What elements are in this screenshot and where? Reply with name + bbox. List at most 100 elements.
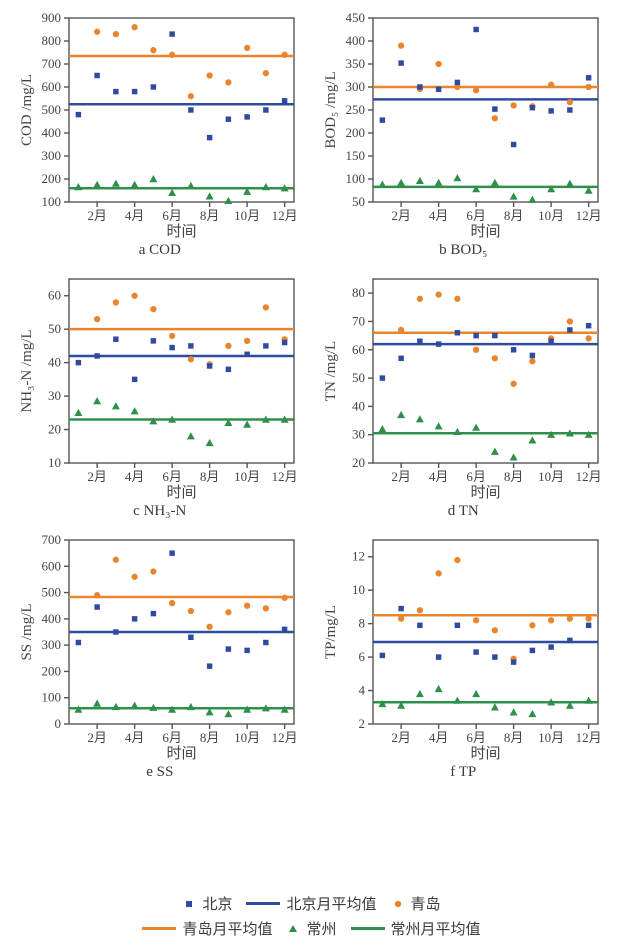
- svg-text:6月: 6月: [163, 208, 183, 223]
- legend-label: 北京月平均值: [286, 893, 376, 914]
- svg-text:400: 400: [42, 125, 62, 140]
- svg-text:12月: 12月: [575, 730, 601, 745]
- legend-changzhou-marker: 常州: [286, 918, 336, 939]
- legend-label: 青岛: [411, 893, 441, 914]
- panel-subtitle: c NH₃-N: [133, 503, 186, 520]
- svg-text:500: 500: [42, 585, 62, 600]
- svg-text:12月: 12月: [272, 469, 298, 484]
- svg-text:4月: 4月: [125, 730, 145, 745]
- svg-text:8月: 8月: [200, 730, 220, 745]
- svg-text:600: 600: [42, 558, 62, 573]
- svg-text:4月: 4月: [429, 208, 449, 223]
- chart-svg: 246810122月4月6月8月10月12月TP/mg/L时间: [321, 532, 606, 762]
- svg-text:8: 8: [358, 616, 365, 631]
- svg-text:8月: 8月: [504, 208, 524, 223]
- legend-qingdao-marker: 青岛: [391, 893, 441, 914]
- svg-text:60: 60: [48, 288, 61, 303]
- svg-text:6月: 6月: [466, 208, 486, 223]
- chart-panel-cod: 1002003004005006007008009002月4月6月8月10月12…: [10, 10, 310, 259]
- svg-text:500: 500: [42, 102, 62, 117]
- svg-text:6: 6: [358, 649, 365, 664]
- svg-text:时间: 时间: [167, 223, 197, 240]
- chart-panel-ss: 01002003004005006007002月4月6月8月10月12月SS /…: [10, 532, 310, 781]
- svg-text:600: 600: [42, 79, 62, 94]
- svg-text:BOD₅ /mg/L: BOD₅ /mg/L: [323, 71, 339, 148]
- svg-text:20: 20: [352, 455, 365, 470]
- svg-text:450: 450: [345, 10, 365, 25]
- svg-text:6月: 6月: [163, 730, 183, 745]
- svg-text:300: 300: [42, 148, 62, 163]
- svg-text:TP/mg/L: TP/mg/L: [323, 605, 339, 659]
- svg-text:12月: 12月: [272, 730, 298, 745]
- svg-text:COD /mg/L: COD /mg/L: [19, 74, 35, 146]
- svg-text:300: 300: [42, 637, 62, 652]
- legend-changzhou-line: 常州月平均值: [351, 918, 481, 939]
- svg-text:时间: 时间: [470, 745, 500, 762]
- svg-text:8月: 8月: [504, 730, 524, 745]
- svg-text:150: 150: [345, 148, 365, 163]
- svg-text:TN /mg/L: TN /mg/L: [323, 341, 339, 401]
- svg-text:10: 10: [352, 582, 365, 597]
- chart-panel-tn: 203040506070802月4月6月8月10月12月TN /mg/L时间d …: [314, 271, 614, 520]
- svg-text:4月: 4月: [429, 469, 449, 484]
- legend-label: 常州月平均值: [391, 918, 481, 939]
- svg-text:2月: 2月: [391, 208, 411, 223]
- chart-panel-bod5: 501001502002503003504004502月4月6月8月10月12月…: [314, 10, 614, 259]
- svg-text:时间: 时间: [470, 223, 500, 240]
- legend-row-2: 青岛月平均值 常州 常州月平均值: [142, 918, 480, 939]
- svg-text:30: 30: [352, 427, 365, 442]
- svg-text:2月: 2月: [88, 208, 108, 223]
- chart-svg: 01002003004005006007002月4月6月8月10月12月SS /…: [17, 532, 302, 762]
- svg-text:10月: 10月: [538, 469, 564, 484]
- svg-text:2月: 2月: [391, 730, 411, 745]
- chart-panel-tp: 246810122月4月6月8月10月12月TP/mg/L时间f TP: [314, 532, 614, 781]
- svg-text:4月: 4月: [125, 208, 145, 223]
- svg-text:700: 700: [42, 56, 62, 71]
- svg-text:800: 800: [42, 33, 62, 48]
- chart-svg: 1020304050602月4月6月8月10月12月NH₃-N /mg/L时间: [17, 271, 302, 501]
- svg-text:2月: 2月: [391, 469, 411, 484]
- svg-text:10: 10: [48, 455, 61, 470]
- svg-text:10月: 10月: [234, 469, 260, 484]
- svg-text:30: 30: [48, 388, 61, 403]
- svg-text:12月: 12月: [575, 208, 601, 223]
- svg-text:2月: 2月: [88, 469, 108, 484]
- chart-svg: 203040506070802月4月6月8月10月12月TN /mg/L时间: [321, 271, 606, 501]
- svg-text:时间: 时间: [470, 484, 500, 501]
- svg-text:100: 100: [42, 690, 62, 705]
- svg-text:250: 250: [345, 102, 365, 117]
- svg-text:12: 12: [352, 549, 365, 564]
- svg-text:时间: 时间: [167, 484, 197, 501]
- svg-text:NH₃-N /mg/L: NH₃-N /mg/L: [19, 329, 35, 412]
- svg-text:SS /mg/L: SS /mg/L: [19, 603, 35, 660]
- svg-text:40: 40: [48, 355, 61, 370]
- svg-text:200: 200: [345, 125, 365, 140]
- svg-text:10月: 10月: [538, 730, 564, 745]
- svg-text:60: 60: [352, 342, 365, 357]
- svg-text:700: 700: [42, 532, 62, 547]
- chart-svg: 501001502002503003504004502月4月6月8月10月12月…: [321, 10, 606, 240]
- panel-subtitle: a COD: [139, 242, 181, 259]
- svg-text:10月: 10月: [538, 208, 564, 223]
- svg-text:8月: 8月: [200, 469, 220, 484]
- svg-text:20: 20: [48, 422, 61, 437]
- svg-text:100: 100: [42, 194, 62, 209]
- svg-text:400: 400: [42, 611, 62, 626]
- panel-subtitle: e SS: [146, 764, 173, 781]
- svg-text:0: 0: [55, 716, 62, 731]
- chart-svg: 1002003004005006007008009002月4月6月8月10月12…: [17, 10, 302, 240]
- svg-text:900: 900: [42, 10, 62, 25]
- legend-beijing-line: 北京月平均值: [246, 893, 376, 914]
- svg-text:300: 300: [345, 79, 365, 94]
- svg-text:2月: 2月: [88, 730, 108, 745]
- svg-text:70: 70: [352, 313, 365, 328]
- svg-text:时间: 时间: [167, 745, 197, 762]
- svg-text:200: 200: [42, 171, 62, 186]
- chart-panel-nh3n: 1020304050602月4月6月8月10月12月NH₃-N /mg/L时间c…: [10, 271, 310, 520]
- svg-text:2: 2: [358, 716, 365, 731]
- svg-text:50: 50: [48, 321, 61, 336]
- svg-text:6月: 6月: [466, 730, 486, 745]
- svg-text:4: 4: [358, 683, 365, 698]
- legend-label: 常州: [306, 918, 336, 939]
- svg-text:80: 80: [352, 285, 365, 300]
